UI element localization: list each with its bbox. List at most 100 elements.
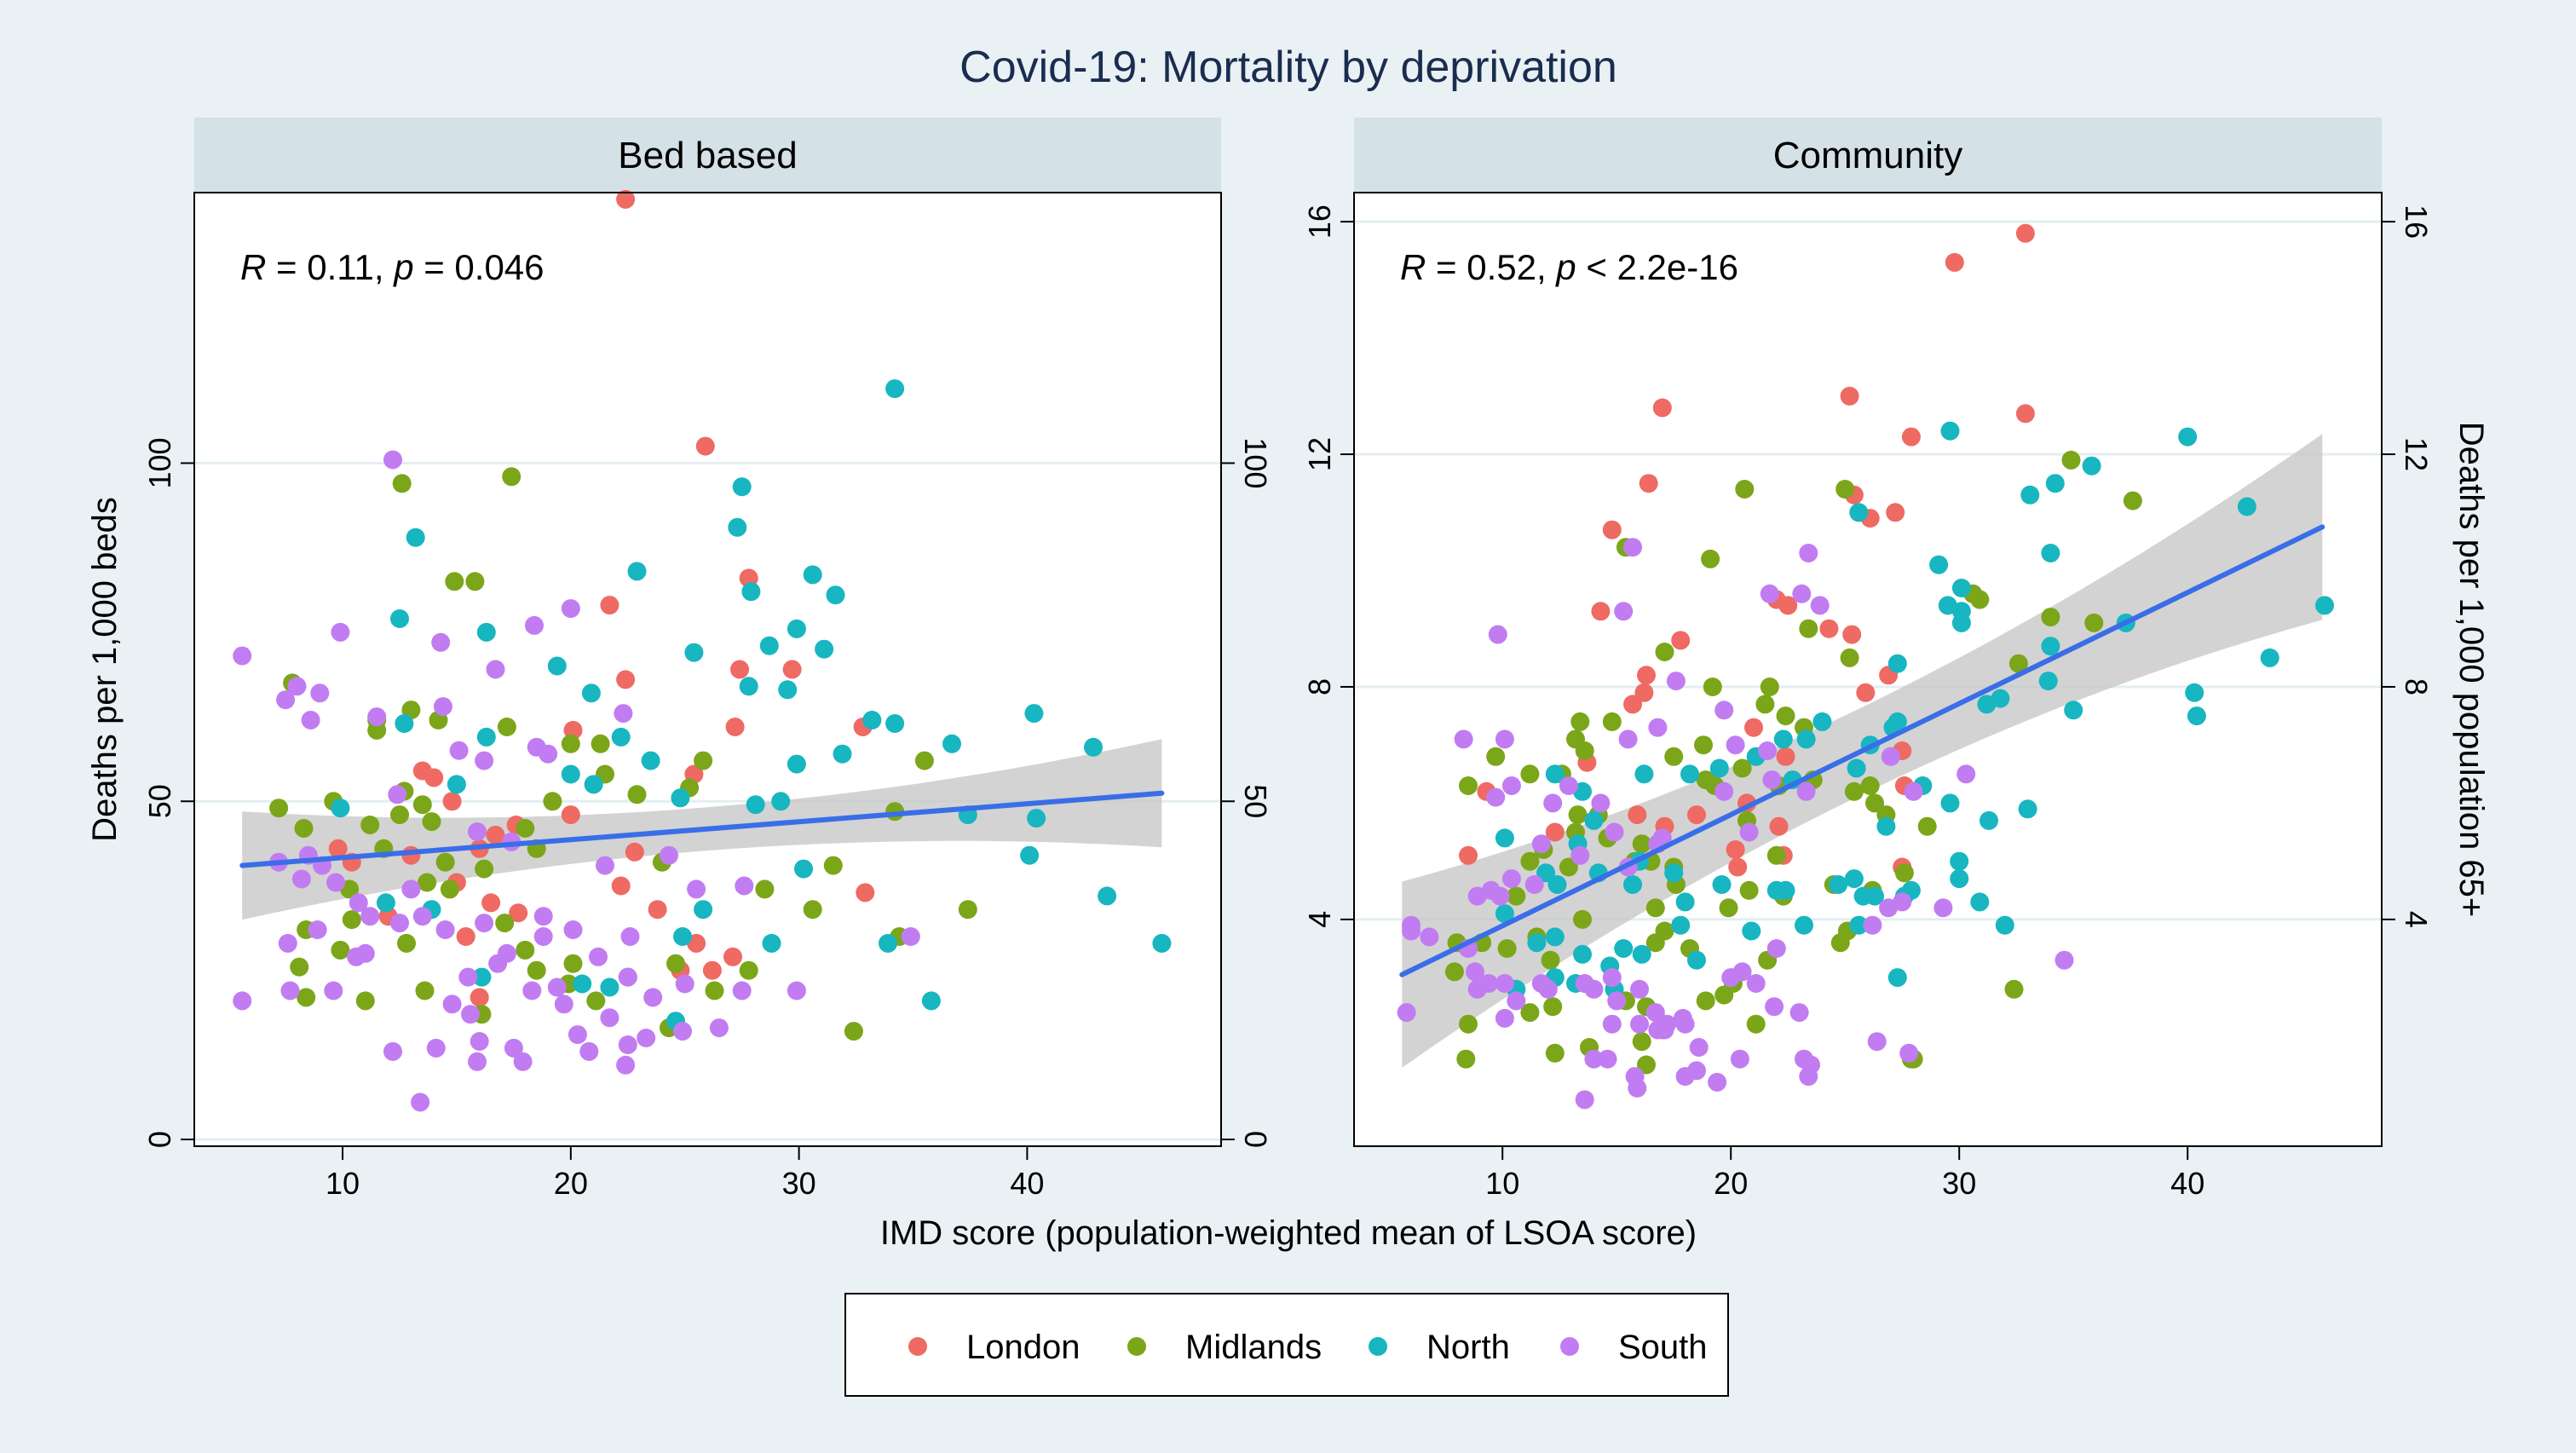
point-south — [1584, 1049, 1604, 1069]
point-north — [561, 764, 580, 784]
series-south — [233, 450, 920, 1112]
point-london — [611, 876, 631, 896]
point-london — [1623, 695, 1642, 714]
point-south — [1739, 822, 1759, 842]
point-north — [1980, 810, 1998, 830]
legend-item-south: South — [1560, 1329, 1708, 1366]
point-south — [401, 879, 421, 899]
point-south — [600, 1008, 620, 1028]
point-south — [461, 1005, 480, 1024]
point-london — [1628, 805, 1647, 825]
point-south — [1796, 781, 1816, 801]
point-midlands — [2123, 491, 2142, 510]
point-north — [2038, 672, 2058, 691]
point-south — [1726, 735, 1745, 755]
stat-symbol: R — [1400, 247, 1426, 287]
point-north — [1795, 915, 1813, 935]
point-north — [1865, 886, 1884, 906]
point-south — [1466, 962, 1484, 982]
y-tick-label-left: 50 — [142, 784, 177, 818]
stat-symbol: p — [392, 247, 413, 287]
point-midlands — [465, 572, 485, 591]
point-north — [447, 775, 466, 794]
legend-label: South — [1618, 1329, 1708, 1366]
point-north — [1970, 892, 1990, 912]
point-south — [1591, 793, 1611, 813]
point-midlands — [1766, 845, 1786, 865]
point-south — [324, 981, 343, 1000]
point-north — [611, 727, 631, 747]
point-south — [1486, 787, 1506, 807]
point-midlands — [2061, 450, 2081, 470]
y-tick-label-right: 8 — [2399, 678, 2434, 695]
point-south — [1524, 875, 1544, 894]
point-midlands — [2084, 613, 2104, 632]
point-south — [568, 1025, 587, 1045]
stat-symbol: p — [1554, 247, 1576, 287]
point-south — [331, 622, 350, 642]
point-south — [383, 450, 402, 470]
point-north — [1773, 729, 1793, 749]
point-midlands — [516, 940, 535, 960]
point-south — [1602, 968, 1622, 988]
strip-background — [194, 118, 1221, 193]
point-south — [433, 697, 452, 717]
point-north — [1742, 921, 1761, 941]
x-tick-label: 40 — [2170, 1166, 2204, 1201]
regression-line — [239, 790, 1165, 868]
strip-label: Bed based — [618, 135, 797, 176]
legend: London Midlands North South — [844, 1293, 1729, 1397]
point-north — [2178, 427, 2198, 447]
stat-value: = 0.11, — [266, 247, 394, 287]
point-north — [1545, 927, 1565, 947]
point-midlands — [1735, 480, 1755, 499]
point-north — [1584, 810, 1604, 830]
point-north — [547, 656, 567, 676]
point-north — [2045, 474, 2065, 493]
point-midlands — [440, 879, 459, 899]
point-south — [637, 1029, 656, 1047]
point-south — [1602, 1014, 1622, 1034]
point-south — [1614, 602, 1634, 621]
point-south — [533, 927, 553, 946]
point-south — [1598, 1049, 1617, 1069]
point-north — [1536, 863, 1556, 883]
point-midlands — [502, 467, 522, 487]
stat-value: = 0.046 — [414, 247, 545, 287]
point-south — [1570, 845, 1590, 865]
point-south — [579, 1041, 599, 1061]
point-north — [1084, 737, 1103, 757]
point-midlands — [1645, 898, 1665, 918]
point-london — [616, 189, 636, 209]
point-south — [673, 1022, 692, 1041]
point-midlands — [1739, 880, 1759, 900]
point-north — [1020, 845, 1040, 865]
legend-swatch — [1127, 1337, 1146, 1356]
point-midlands — [591, 734, 610, 753]
point-south — [533, 907, 553, 926]
point-south — [709, 1018, 729, 1038]
point-midlands — [1543, 997, 1563, 1017]
point-south — [1607, 991, 1627, 1011]
point-midlands — [290, 957, 309, 977]
point-london — [1671, 631, 1691, 650]
point-north — [476, 622, 496, 642]
point-north — [1940, 793, 1960, 813]
point-midlands — [342, 910, 361, 930]
point-north — [1849, 503, 1869, 522]
point-south — [468, 822, 487, 841]
point-north — [885, 379, 905, 399]
point-midlands — [914, 751, 934, 770]
point-midlands — [844, 1022, 863, 1041]
point-south — [1657, 1014, 1677, 1034]
chart-title: Covid-19: Mortality by deprivation — [960, 43, 1617, 92]
point-london — [481, 893, 501, 913]
point-london — [702, 960, 722, 980]
point-midlands — [1575, 741, 1594, 760]
point-south — [488, 954, 508, 973]
point-north — [1687, 950, 1706, 970]
point-north — [1027, 809, 1046, 828]
point-south — [442, 995, 462, 1014]
point-midlands — [422, 812, 441, 832]
